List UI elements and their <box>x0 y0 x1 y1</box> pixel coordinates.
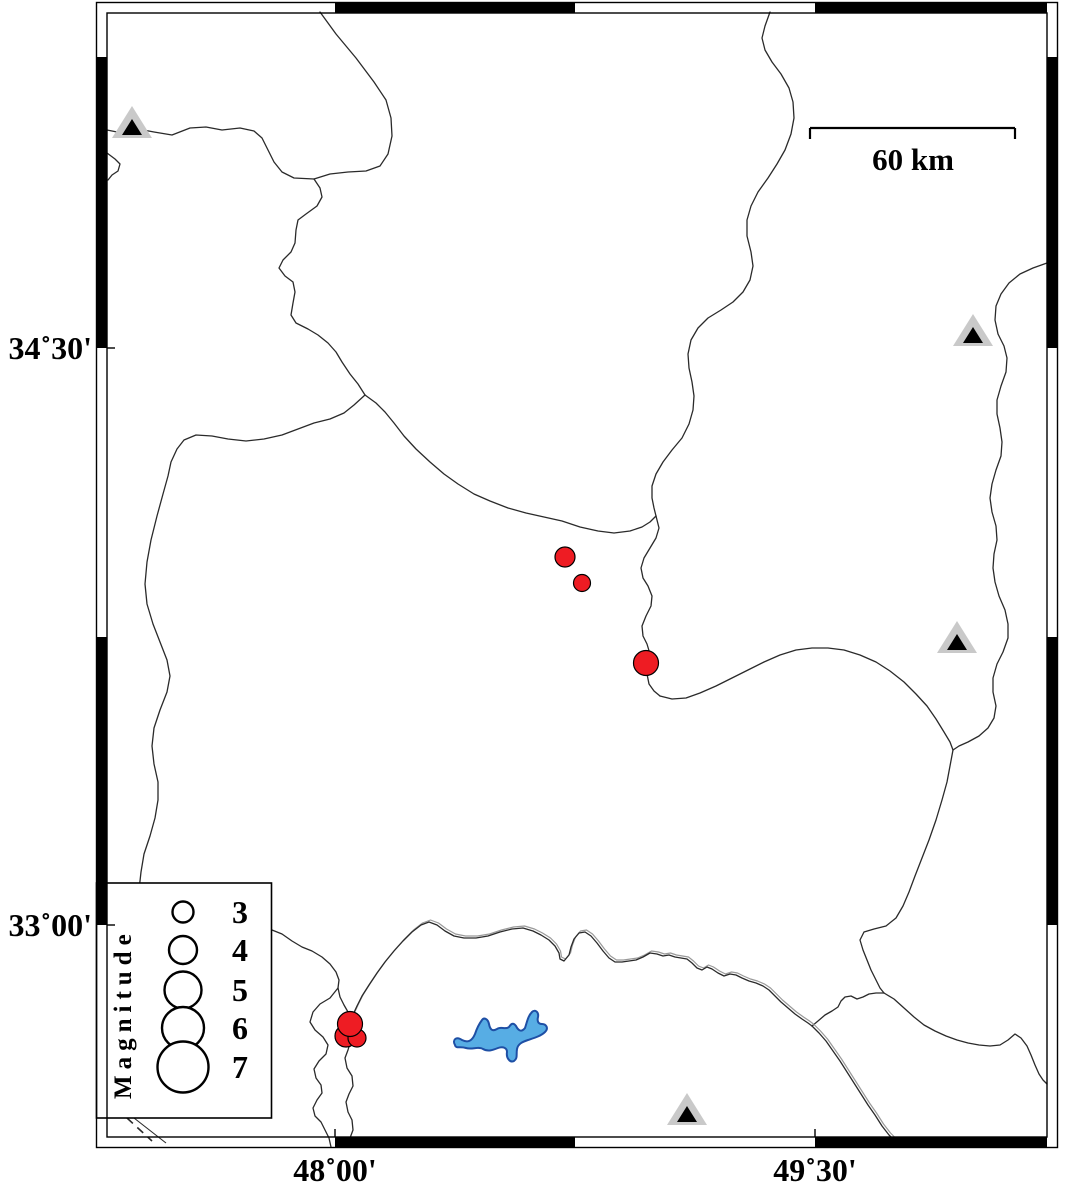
earthquake-markers <box>334 546 660 1048</box>
admin-boundary <box>883 992 1048 1085</box>
scale-bar <box>808 126 1017 139</box>
longitude-label: 49˚30' <box>773 1152 857 1188</box>
earthquake-marker <box>336 1010 364 1038</box>
latitude-label: 34˚30' <box>8 330 92 366</box>
legend-magnitude-label: 6 <box>232 1010 248 1046</box>
admin-boundary <box>136 394 366 907</box>
longitude-label: 48˚00' <box>293 1152 377 1188</box>
admin-boundary <box>106 152 121 181</box>
dashed-border <box>126 1117 167 1144</box>
earthquake-marker <box>632 649 660 677</box>
earthquake-marker <box>572 573 592 593</box>
earthquake-marker <box>554 546 576 568</box>
admin-boundary <box>271 929 352 1020</box>
lake <box>452 1009 548 1063</box>
legend-magnitude-numbers: 34 567 <box>232 894 248 1085</box>
admin-boundary <box>278 178 366 396</box>
legend-magnitude-circle <box>156 1040 210 1094</box>
legend-magnitude-label: 3 <box>232 894 248 930</box>
admin-boundary <box>364 394 657 534</box>
admin-boundary <box>651 11 795 517</box>
legend-magnitude-circle <box>163 970 203 1010</box>
station-markers <box>112 106 993 1125</box>
map-frame <box>95 1 1059 1149</box>
latitude-label: 33˚00' <box>8 907 92 943</box>
admin-boundary <box>859 749 954 994</box>
legend-magnitude-label: 5 <box>232 972 248 1008</box>
station-triangle <box>937 621 977 653</box>
legend-magnitude-circles <box>156 900 210 1094</box>
admin-boundary <box>309 987 339 1148</box>
station-triangle <box>112 106 152 138</box>
admin-boundary <box>313 11 393 180</box>
legend-title: Magnitude <box>110 928 137 1099</box>
scale-bar-label: 60 km <box>872 142 954 177</box>
station-triangle <box>667 1093 707 1125</box>
legend-magnitude-circle <box>167 934 199 966</box>
legend-magnitude-label: 7 <box>232 1049 248 1085</box>
frame-ticks <box>107 347 816 1137</box>
frame-band-segments <box>97 3 1057 1147</box>
admin-boundary <box>344 1039 354 1148</box>
admin-boundary <box>659 647 954 751</box>
legend-magnitude-label: 4 <box>232 932 248 968</box>
admin-boundary <box>952 262 1048 751</box>
admin-boundaries <box>106 11 1048 1148</box>
river-boundary <box>350 919 906 1148</box>
station-triangle <box>953 314 993 346</box>
admin-boundary <box>811 992 885 1027</box>
legend-magnitude-circle <box>171 900 195 924</box>
